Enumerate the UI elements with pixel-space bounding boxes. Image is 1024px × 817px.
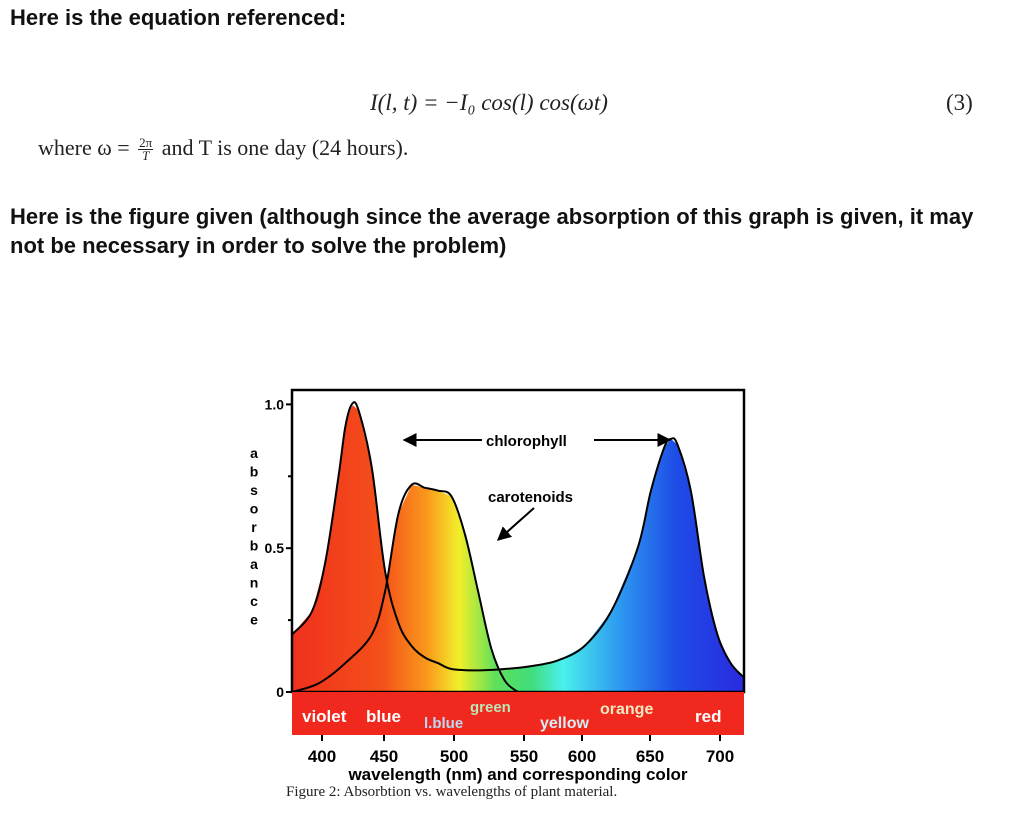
color-band-red: red	[695, 707, 721, 726]
equation-heading: Here is the equation referenced:	[10, 5, 347, 30]
carotenoids-arrow	[496, 507, 535, 541]
x-tick-label: 700	[706, 747, 734, 766]
fraction-numerator: 2π	[138, 135, 154, 151]
color-band-green: green	[470, 699, 511, 716]
curve-chlorophyll	[291, 401, 745, 679]
y-tick-label: 0	[276, 684, 284, 700]
y-tick-label: 0.5	[265, 540, 285, 556]
figure-heading: Here is the figure given (although since…	[10, 204, 974, 258]
color-band-orange: orange	[600, 701, 653, 718]
y-tick-label: 1.0	[265, 396, 285, 412]
fraction: 2π T	[138, 135, 154, 164]
annotation-chlorophyll: chlorophyll	[486, 433, 567, 450]
x-axis-label: wavelength (nm) and corresponding color	[347, 765, 687, 784]
x-tick-label: 450	[370, 747, 398, 766]
where-suffix: and T is one day (24 hours).	[161, 135, 409, 160]
equation-number: (3)	[946, 90, 973, 115]
spectrum-fill	[292, 405, 744, 692]
x-tick-label: 600	[568, 747, 596, 766]
color-band-violet: violet	[302, 707, 347, 726]
x-tick-label: 400	[308, 747, 336, 766]
x-tick-label: 650	[636, 747, 664, 766]
absorbance-chart: chlorophyll carotenoids violet blue l.blue…	[250, 388, 746, 784]
color-bar	[292, 692, 744, 735]
color-band-yellow: yellow	[540, 715, 589, 732]
where-prefix: where ω =	[38, 135, 130, 160]
x-tick-label: 550	[510, 747, 538, 766]
equation-formula: I(l, t) = −I₀ cos(l) cos(ωt)	[370, 90, 608, 115]
color-band-lblue: l.blue	[424, 715, 463, 732]
x-tick-label: 500	[440, 747, 468, 766]
color-band-blue: blue	[366, 707, 401, 726]
curve-carotenoids	[291, 482, 519, 693]
figure-caption: Figure 2: Absorbtion vs. wavelengths of …	[286, 784, 618, 800]
fraction-denominator: T	[142, 148, 150, 164]
annotation-carotenoids: carotenoids	[488, 489, 573, 506]
where-clause: where ω = 2π T and T is one day (24 hour…	[38, 135, 408, 162]
